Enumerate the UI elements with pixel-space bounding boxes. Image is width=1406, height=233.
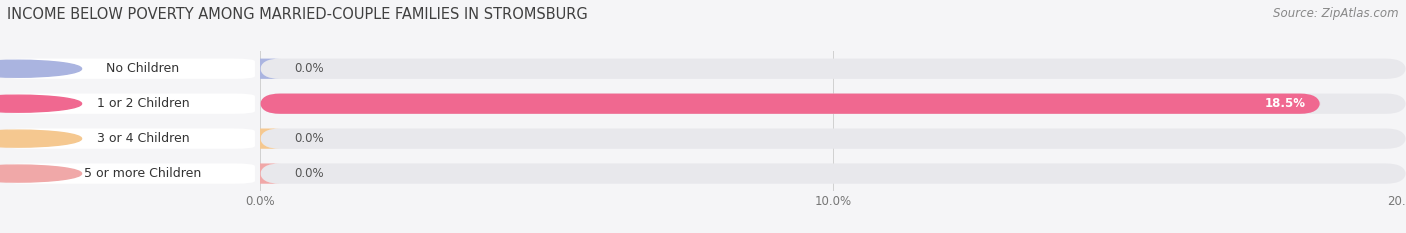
Text: 0.0%: 0.0% [294, 132, 325, 145]
FancyBboxPatch shape [6, 129, 254, 149]
Text: 1 or 2 Children: 1 or 2 Children [97, 97, 190, 110]
Circle shape [0, 95, 82, 112]
Text: 0.0%: 0.0% [294, 167, 325, 180]
FancyBboxPatch shape [260, 59, 1406, 79]
FancyBboxPatch shape [260, 93, 1320, 114]
FancyBboxPatch shape [6, 59, 254, 79]
Text: 0.0%: 0.0% [294, 62, 325, 75]
Text: 5 or more Children: 5 or more Children [84, 167, 201, 180]
Circle shape [0, 130, 82, 147]
Text: INCOME BELOW POVERTY AMONG MARRIED-COUPLE FAMILIES IN STROMSBURG: INCOME BELOW POVERTY AMONG MARRIED-COUPL… [7, 7, 588, 22]
Text: No Children: No Children [107, 62, 180, 75]
Text: 18.5%: 18.5% [1265, 97, 1306, 110]
FancyBboxPatch shape [6, 93, 254, 114]
FancyBboxPatch shape [240, 164, 280, 184]
FancyBboxPatch shape [6, 164, 254, 184]
Text: 3 or 4 Children: 3 or 4 Children [97, 132, 190, 145]
FancyBboxPatch shape [240, 129, 280, 149]
Circle shape [0, 60, 82, 77]
FancyBboxPatch shape [260, 129, 1406, 149]
FancyBboxPatch shape [260, 164, 1406, 184]
FancyBboxPatch shape [260, 93, 1406, 114]
FancyBboxPatch shape [240, 59, 280, 79]
Text: Source: ZipAtlas.com: Source: ZipAtlas.com [1274, 7, 1399, 20]
Circle shape [0, 165, 82, 182]
